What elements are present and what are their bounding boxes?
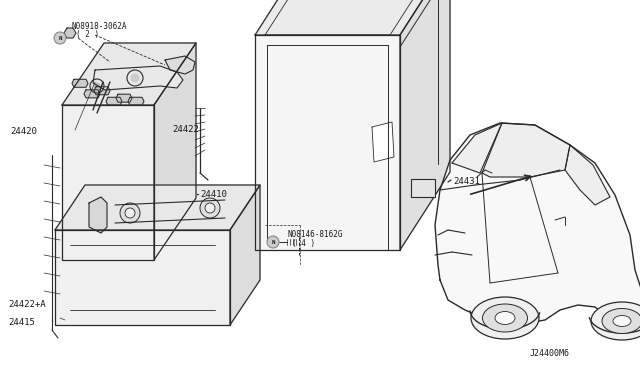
Polygon shape [55, 185, 260, 230]
Text: 24431: 24431 [453, 177, 480, 186]
Polygon shape [154, 43, 196, 260]
Circle shape [54, 32, 66, 44]
Circle shape [200, 198, 220, 218]
Text: 24415: 24415 [8, 318, 35, 327]
Text: 24422: 24422 [172, 125, 199, 134]
Text: 24422+A: 24422+A [8, 300, 45, 309]
Ellipse shape [613, 315, 631, 327]
FancyBboxPatch shape [411, 179, 435, 197]
Text: J24400M6: J24400M6 [530, 349, 570, 358]
Text: N: N [271, 240, 275, 244]
Circle shape [205, 203, 215, 213]
Polygon shape [435, 123, 640, 330]
Ellipse shape [471, 297, 539, 339]
Polygon shape [64, 28, 76, 38]
Text: ( 2 ): ( 2 ) [76, 30, 99, 39]
Text: N: N [58, 35, 61, 41]
Polygon shape [93, 66, 183, 90]
Polygon shape [255, 35, 400, 250]
Polygon shape [255, 0, 450, 35]
Polygon shape [230, 185, 260, 325]
Text: N08146-8162G: N08146-8162G [288, 230, 344, 239]
Text: 24420: 24420 [10, 127, 37, 136]
Polygon shape [128, 97, 144, 105]
Polygon shape [94, 87, 110, 95]
Polygon shape [482, 123, 570, 177]
Text: N08918-3062A: N08918-3062A [72, 22, 127, 31]
Circle shape [267, 236, 279, 248]
Polygon shape [62, 43, 196, 105]
Polygon shape [106, 97, 122, 105]
Polygon shape [89, 197, 107, 233]
Ellipse shape [591, 302, 640, 340]
Ellipse shape [495, 311, 515, 324]
Polygon shape [72, 79, 88, 87]
Text: 24410: 24410 [200, 190, 227, 199]
Polygon shape [372, 122, 394, 162]
Polygon shape [84, 90, 100, 98]
Circle shape [94, 83, 100, 89]
Circle shape [120, 203, 140, 223]
Polygon shape [400, 0, 450, 250]
Circle shape [131, 74, 139, 82]
Ellipse shape [602, 308, 640, 334]
Polygon shape [62, 105, 154, 260]
Polygon shape [165, 56, 195, 74]
Polygon shape [452, 123, 502, 173]
Polygon shape [55, 230, 230, 325]
Text: ( 4 ): ( 4 ) [292, 239, 315, 248]
Polygon shape [116, 94, 132, 102]
Circle shape [125, 208, 135, 218]
Polygon shape [565, 145, 610, 205]
Ellipse shape [483, 304, 527, 332]
